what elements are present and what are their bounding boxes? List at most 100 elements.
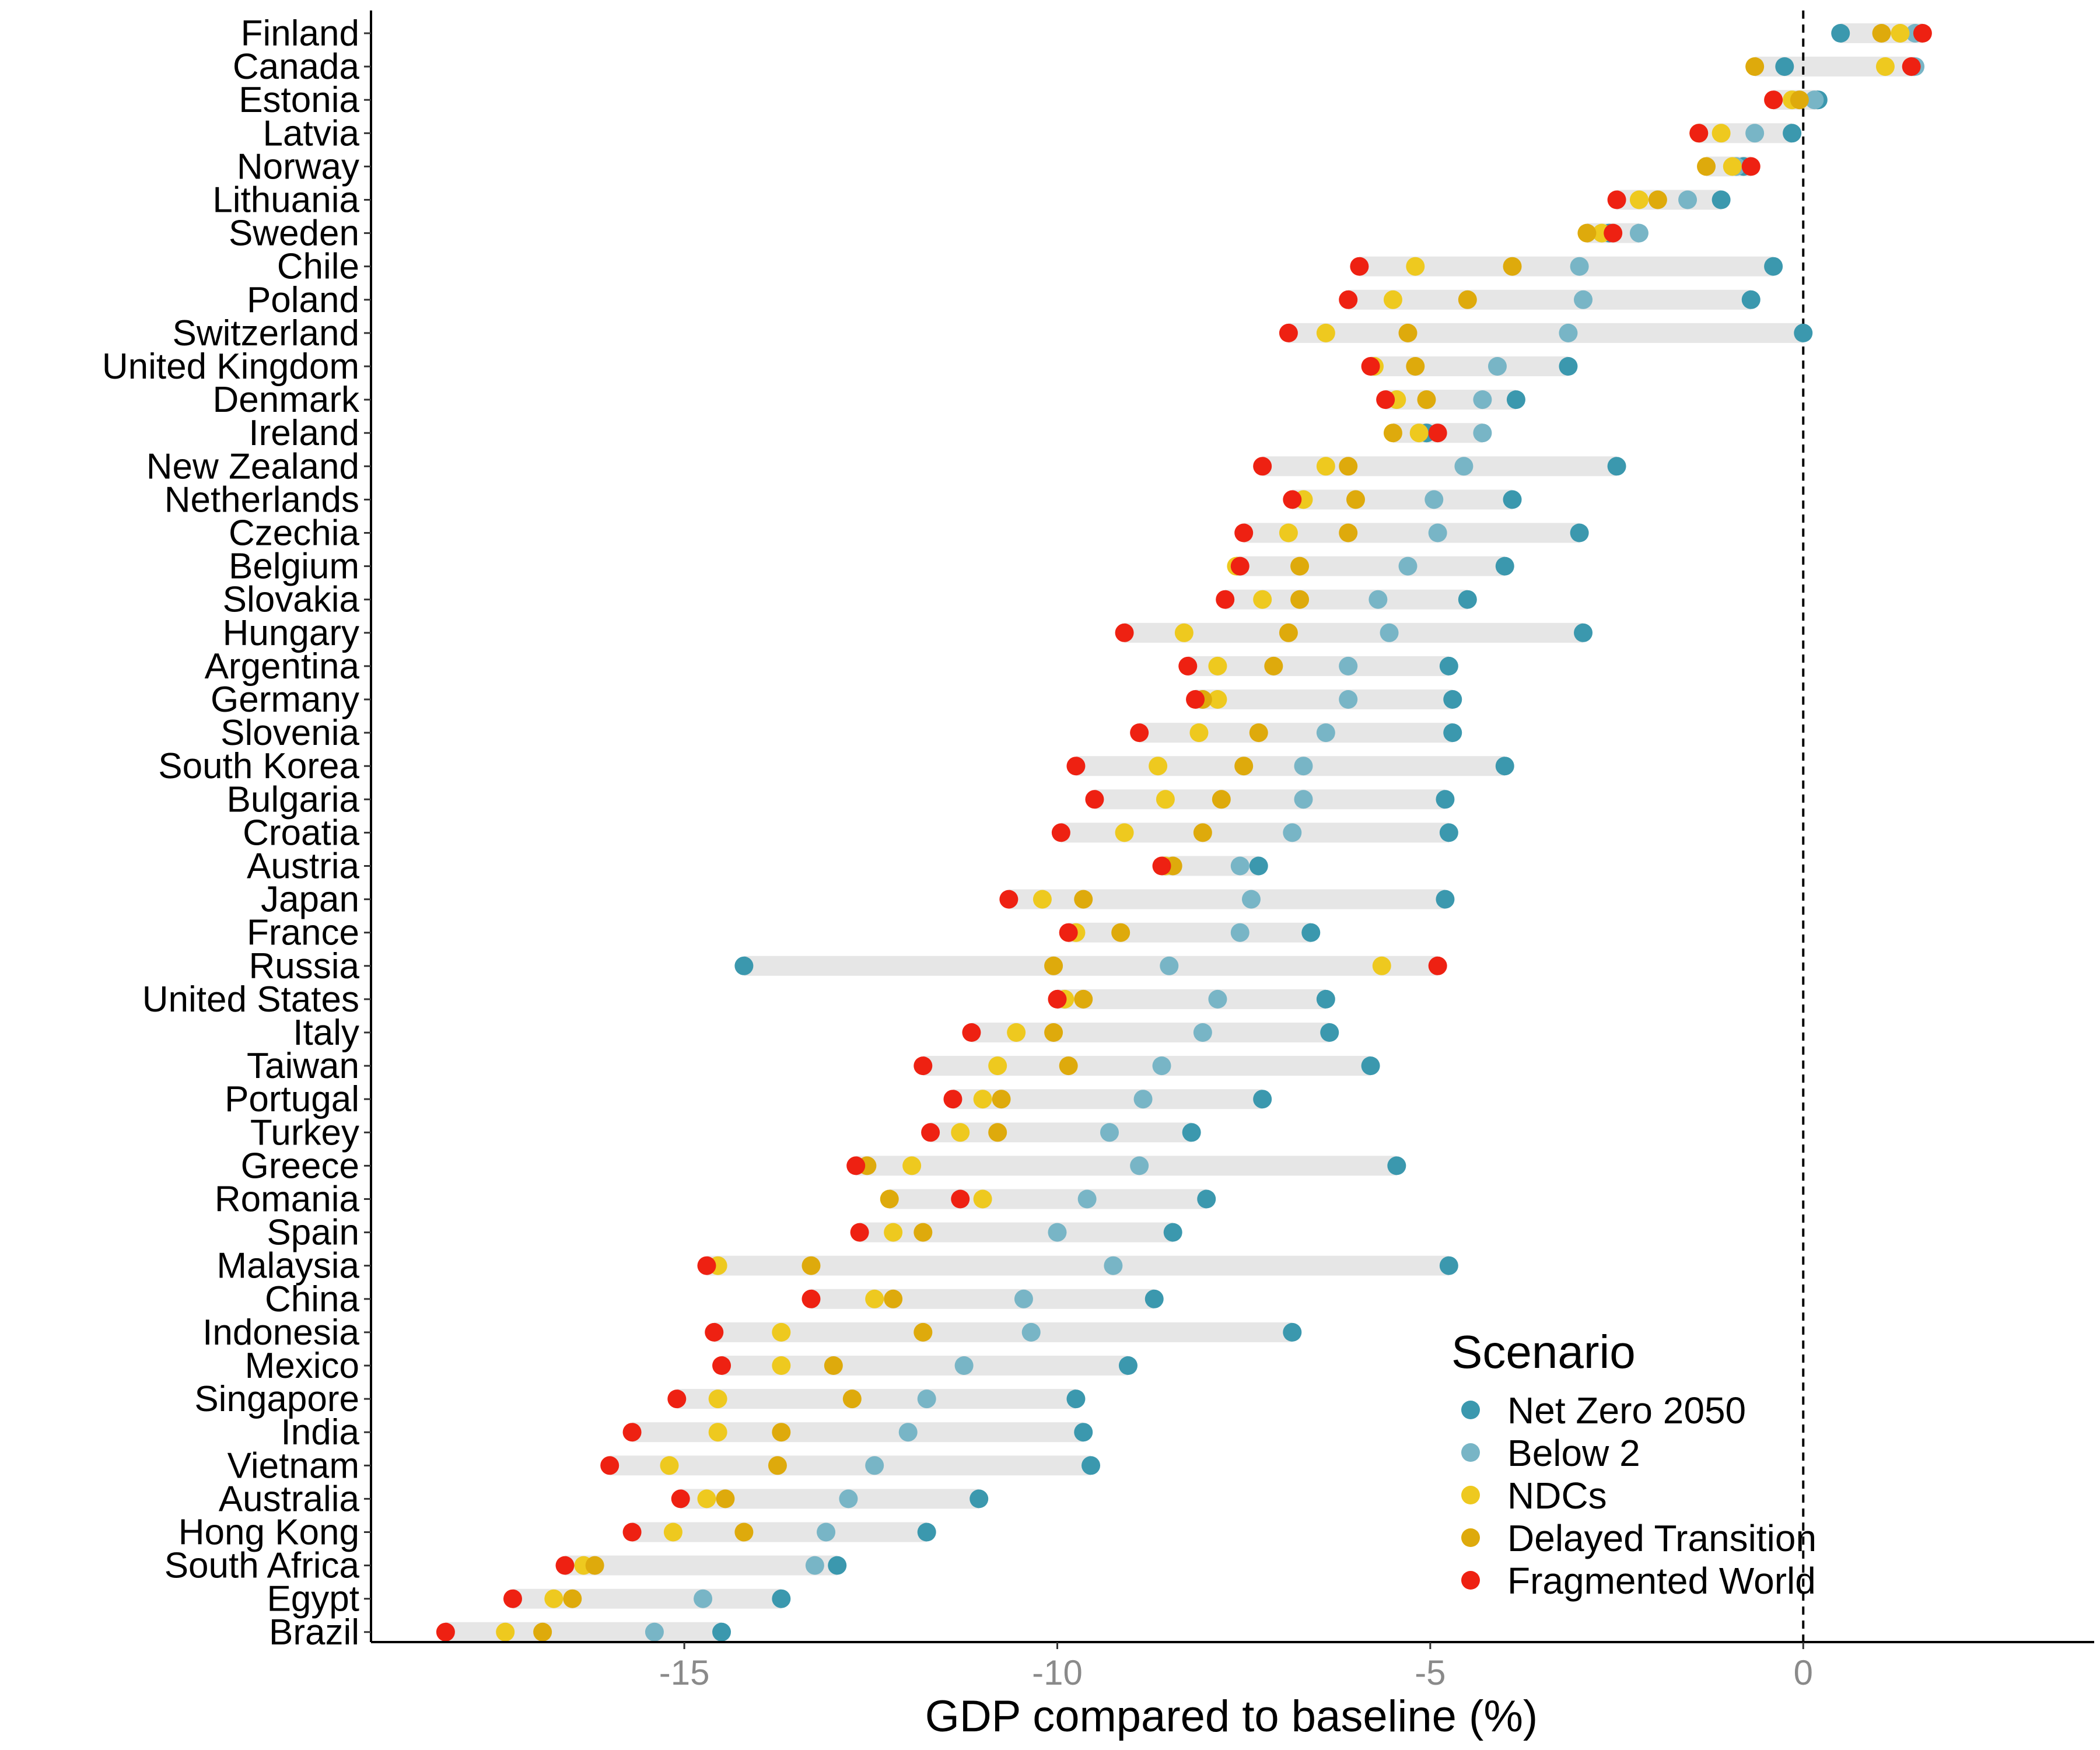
dot-net-zero-2050-japan — [1436, 890, 1455, 909]
dot-fragmented-world-romania — [951, 1189, 970, 1209]
dot-ndcs-egypt — [544, 1589, 564, 1608]
range-bar-bulgaria — [1094, 789, 1446, 810]
dot-ndcs-indonesia — [772, 1322, 791, 1342]
dot-net-zero-2050-slovenia — [1443, 723, 1462, 743]
legend-label-below-2: Below 2 — [1507, 1432, 1640, 1474]
dot-ndcs-slovakia — [1253, 590, 1272, 609]
range-bar-indonesia — [714, 1322, 1293, 1342]
dot-net-zero-2050-australia — [970, 1489, 989, 1508]
dot-below-2-vietnam — [865, 1456, 884, 1475]
country-label-slovenia: Slovenia — [220, 713, 359, 753]
dot-net-zero-2050-lithuania — [1712, 190, 1731, 209]
dot-net-zero-2050-canada — [1775, 57, 1794, 76]
dot-delayed-transition-slovenia — [1249, 723, 1268, 743]
dot-net-zero-2050-austria — [1249, 856, 1268, 876]
country-label-finland: Finland — [241, 13, 359, 54]
country-label-romania: Romania — [215, 1180, 360, 1220]
country-label-belgium: Belgium — [229, 547, 359, 587]
dot-ndcs-germany — [1208, 690, 1227, 709]
dot-below-2-sweden — [1629, 223, 1648, 243]
dot-delayed-transition-switzerland — [1398, 323, 1418, 342]
dot-delayed-transition-australia — [716, 1489, 735, 1508]
legend-item-fragmented-world: Fragmented World — [1461, 1560, 1816, 1602]
country-label-ireland: Ireland — [249, 413, 359, 453]
dot-ndcs-greece — [902, 1156, 922, 1175]
range-bar-singapore — [677, 1389, 1076, 1409]
country-label-new-zealand: New Zealand — [146, 446, 359, 487]
dot-below-2-slovakia — [1368, 590, 1388, 609]
dot-below-2-belgium — [1398, 556, 1418, 576]
dot-below-2-south-africa — [805, 1556, 824, 1575]
x-tick-label: -10 — [1032, 1653, 1083, 1692]
range-bar-greece — [856, 1156, 1397, 1176]
dot-below-2-lithuania — [1678, 190, 1698, 209]
dot-net-zero-2050-south-africa — [828, 1556, 847, 1575]
dot-net-zero-2050-russia — [734, 956, 754, 975]
country-label-estonia: Estonia — [239, 80, 359, 120]
range-bar-france — [1068, 922, 1311, 943]
range-bar-italy — [971, 1023, 1330, 1042]
dot-below-2-switzerland — [1559, 323, 1578, 342]
dot-delayed-transition-romania — [880, 1189, 899, 1209]
dot-fragmented-world-hong-kong — [622, 1522, 642, 1542]
dots-layer — [436, 24, 1932, 1642]
dot-below-2-latvia — [1745, 124, 1765, 143]
country-label-japan: Japan — [261, 880, 359, 920]
dot-ndcs-australia — [697, 1489, 716, 1508]
dot-delayed-transition-hong-kong — [734, 1522, 754, 1542]
dot-fragmented-world-new-zealand — [1253, 457, 1272, 476]
dot-below-2-bulgaria — [1294, 790, 1313, 809]
dot-fragmented-world-south-africa — [555, 1556, 575, 1575]
country-label-argentina: Argentina — [205, 646, 360, 687]
dot-below-2-italy — [1193, 1023, 1212, 1042]
range-bar-spain — [859, 1222, 1173, 1242]
dot-below-2-estonia — [1805, 90, 1824, 110]
dot-delayed-transition-chile — [1503, 257, 1522, 276]
country-label-slovakia: Slovakia — [223, 580, 360, 620]
dot-fragmented-world-netherlands — [1283, 490, 1302, 509]
country-label-greece: Greece — [241, 1146, 359, 1186]
range-bar-vietnam — [610, 1455, 1091, 1476]
dot-ndcs-portugal — [973, 1090, 992, 1109]
dot-fragmented-world-croatia — [1051, 823, 1070, 842]
dot-delayed-transition-brazil — [533, 1622, 552, 1642]
dot-fragmented-world-argentina — [1178, 656, 1198, 676]
dot-fragmented-world-turkey — [921, 1123, 940, 1142]
dot-net-zero-2050-czechia — [1570, 523, 1589, 542]
dot-below-2-portugal — [1133, 1090, 1153, 1109]
range-bar-china — [811, 1289, 1154, 1309]
dot-net-zero-2050-poland — [1741, 290, 1760, 309]
dot-fragmented-world-malaysia — [697, 1256, 716, 1275]
dot-net-zero-2050-united-kingdom — [1559, 357, 1578, 376]
country-label-portugal: Portugal — [225, 1079, 359, 1119]
dot-below-2-south-korea — [1294, 757, 1313, 776]
dot-delayed-transition-united-states — [1074, 989, 1093, 1009]
dot-net-zero-2050-vietnam — [1082, 1456, 1101, 1475]
dot-net-zero-2050-finland — [1831, 24, 1850, 43]
legend-item-delayed-transition: Delayed Transition — [1461, 1517, 1817, 1559]
country-label-spain: Spain — [267, 1213, 359, 1253]
x-tick-label: 0 — [1794, 1653, 1813, 1692]
dot-delayed-transition-china — [884, 1289, 903, 1308]
dot-delayed-transition-belgium — [1290, 556, 1310, 576]
dot-ndcs-india — [708, 1423, 727, 1442]
country-label-singapore: Singapore — [194, 1379, 359, 1419]
dot-below-2-new-zealand — [1454, 457, 1474, 476]
dot-delayed-transition-south-africa — [585, 1556, 604, 1575]
dot-fragmented-world-taiwan — [914, 1056, 933, 1076]
range-bar-russia — [744, 956, 1438, 976]
country-label-denmark: Denmark — [212, 380, 360, 420]
dot-ndcs-spain — [884, 1223, 903, 1242]
dot-below-2-spain — [1048, 1223, 1067, 1242]
range-bar-argentina — [1188, 656, 1449, 676]
dot-below-2-singapore — [917, 1390, 936, 1409]
dot-ndcs-croatia — [1115, 823, 1134, 842]
dot-ndcs-norway — [1723, 157, 1742, 176]
dot-net-zero-2050-greece — [1387, 1156, 1406, 1175]
legend-label-net-zero-2050: Net Zero 2050 — [1507, 1390, 1746, 1432]
dot-delayed-transition-turkey — [988, 1123, 1007, 1142]
country-label-china: China — [265, 1279, 360, 1320]
dot-ndcs-vietnam — [660, 1456, 679, 1475]
dot-delayed-transition-hungary — [1279, 623, 1298, 642]
country-labels-layer: FinlandCanadaEstoniaLatviaNorwayLithuani… — [102, 13, 360, 1653]
